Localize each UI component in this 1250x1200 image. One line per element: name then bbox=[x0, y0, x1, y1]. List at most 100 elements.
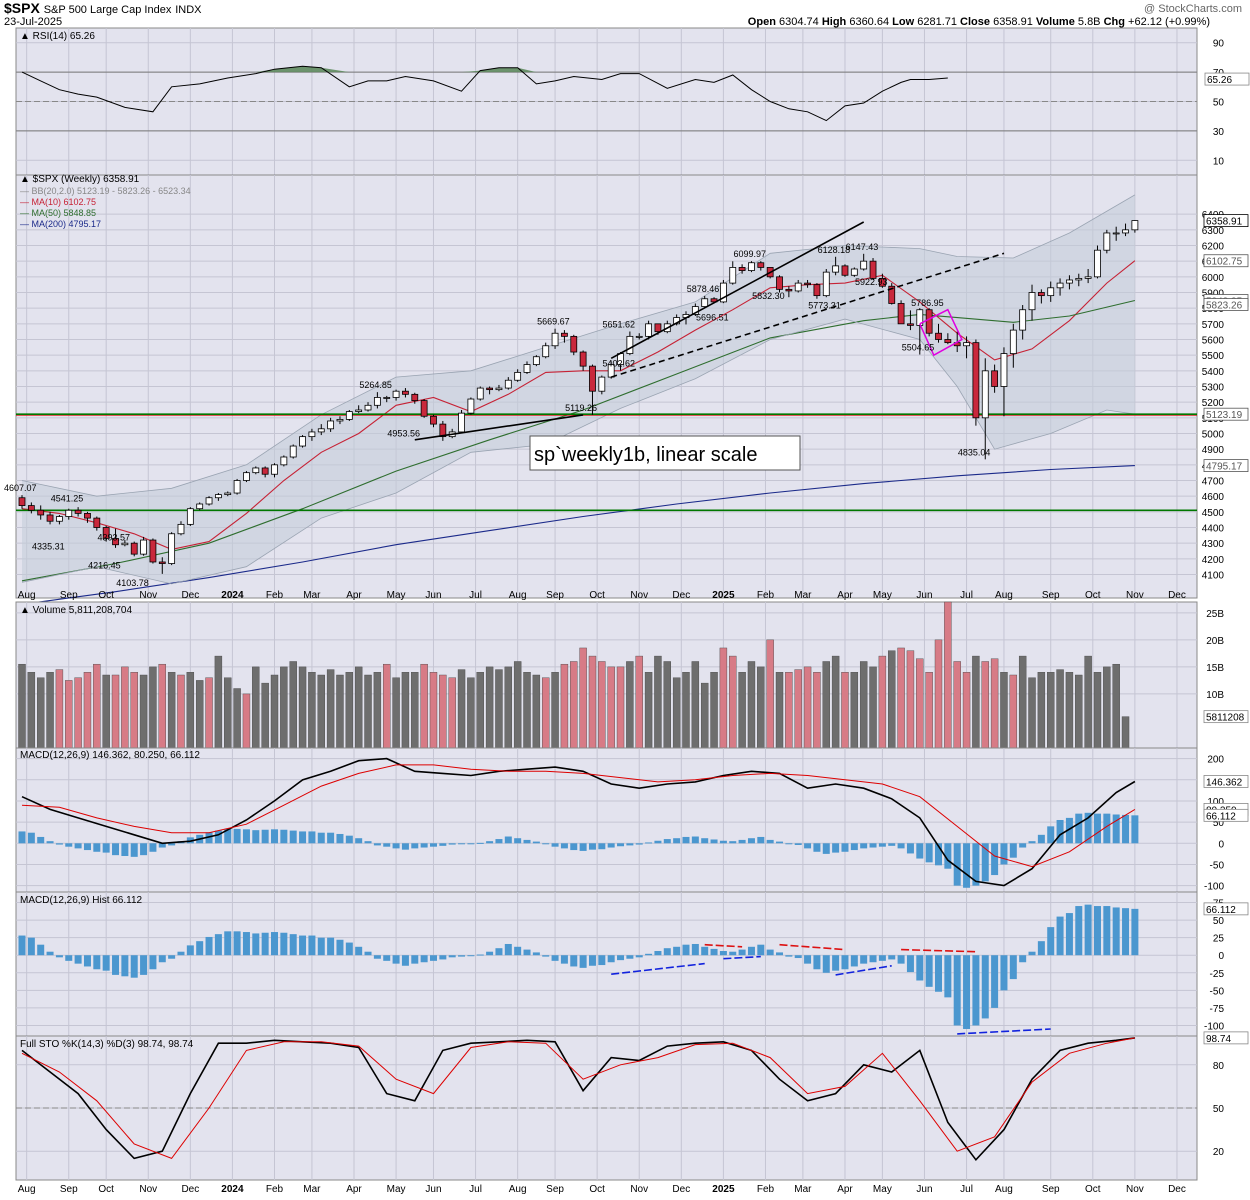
macd-hist-bar bbox=[841, 955, 849, 970]
candle-down bbox=[37, 509, 45, 516]
candle-up bbox=[1131, 220, 1139, 231]
macd-hist-bar bbox=[242, 932, 250, 956]
symbol-title: $SPX S&P 500 Large Cap Index INDX bbox=[4, 0, 202, 16]
candle-up bbox=[1094, 249, 1101, 278]
macd-histogram-bar bbox=[1037, 834, 1045, 844]
candle-up bbox=[495, 387, 503, 391]
volume-bar bbox=[1084, 655, 1092, 749]
candle-down bbox=[486, 387, 494, 391]
volume-bar bbox=[130, 672, 138, 749]
volume-bar bbox=[672, 677, 681, 749]
candle-down bbox=[972, 342, 980, 419]
candle-down bbox=[439, 423, 447, 438]
volume-bar bbox=[195, 680, 204, 749]
price-panel-tick-label: 4100 bbox=[1202, 571, 1225, 582]
macd-histogram-bar bbox=[906, 843, 914, 854]
candle-up bbox=[383, 397, 391, 399]
macd-histogram-bar bbox=[832, 843, 840, 853]
macd-histogram-bar bbox=[626, 843, 634, 846]
stochastic-panel-tick-label: 80 bbox=[1213, 1061, 1225, 1072]
candle-down bbox=[925, 309, 933, 334]
x-axis-label: Feb bbox=[757, 590, 775, 601]
volume-bar bbox=[616, 666, 625, 749]
macd-histogram-bar bbox=[542, 843, 550, 845]
macd-hist-bar bbox=[317, 937, 325, 956]
volume-legend: ▲ Volume 5,811,208,704 bbox=[20, 605, 132, 616]
volume-bar bbox=[364, 674, 372, 749]
macd-histogram-bar bbox=[934, 843, 942, 866]
stochastic-panel-tick-label: 20 bbox=[1213, 1147, 1225, 1158]
x-axis-label: Apr bbox=[837, 590, 853, 601]
volume-bar bbox=[65, 680, 73, 749]
price-last-value-box bbox=[1203, 214, 1249, 228]
macd-histogram-bar bbox=[289, 830, 297, 844]
macd-hist-bar bbox=[963, 955, 971, 1029]
macd-last-value-box bbox=[1203, 775, 1249, 788]
macd-histogram-bar bbox=[495, 839, 503, 844]
volume-bar bbox=[1047, 672, 1055, 749]
volume-bar bbox=[186, 672, 195, 749]
macd-histogram-bar bbox=[214, 830, 222, 844]
x-axis-label: Sep bbox=[546, 590, 564, 601]
stochastic-last-value-box bbox=[1203, 1031, 1249, 1045]
macd-hist-bar bbox=[953, 955, 961, 1026]
x-axis-label: Nov bbox=[630, 1184, 648, 1195]
macd-hist-bar bbox=[495, 948, 503, 956]
volume-bar bbox=[308, 672, 316, 749]
macd-hist-bar bbox=[1065, 913, 1073, 956]
price-last-value: 4795.17 bbox=[1206, 462, 1243, 473]
stochastic-series-pct-k bbox=[21, 1037, 1136, 1162]
macd-last-value-box bbox=[1203, 808, 1249, 822]
candle-up bbox=[850, 268, 858, 276]
macd-histogram-bar bbox=[551, 843, 559, 847]
candle-down bbox=[93, 517, 101, 528]
candle-down bbox=[579, 351, 587, 367]
volume-bar bbox=[158, 663, 166, 749]
x-axis-label: Aug bbox=[509, 1184, 527, 1195]
volume-bar bbox=[476, 672, 484, 749]
macd-hist-bar bbox=[1084, 904, 1092, 956]
macd-histogram-bar bbox=[1019, 843, 1027, 848]
macd-histogram-bar bbox=[327, 832, 335, 844]
x-axis-label: 2025 bbox=[712, 590, 735, 601]
volume-bar bbox=[607, 666, 615, 749]
macd-hist-bar bbox=[252, 933, 260, 956]
candle-up bbox=[140, 539, 147, 555]
price-annotation: 5878.46 bbox=[687, 284, 720, 294]
macd-panel-tick-label: 100 bbox=[1207, 797, 1224, 808]
macd-histogram-bar bbox=[701, 838, 709, 844]
candle-up bbox=[729, 267, 737, 284]
volume-bar bbox=[532, 674, 541, 749]
candle-down bbox=[785, 288, 793, 292]
volume-bar bbox=[850, 672, 859, 749]
candle-up bbox=[355, 409, 363, 412]
volume-bar bbox=[439, 674, 447, 749]
series-bb-lower bbox=[21, 318, 1135, 585]
candle-up bbox=[542, 345, 550, 358]
macd-histogram-bar bbox=[102, 843, 110, 853]
macd-histogram-bar bbox=[673, 838, 681, 844]
price-annotation: 5651.62 bbox=[603, 319, 636, 329]
macd-hist-bar bbox=[832, 955, 840, 971]
macd-hist-bar bbox=[1103, 906, 1111, 956]
volume-bar bbox=[598, 661, 606, 749]
candle-up bbox=[532, 356, 540, 365]
macd-histogram-bar bbox=[972, 843, 980, 886]
volume-bar bbox=[280, 666, 288, 749]
macd-hist-bar bbox=[719, 951, 727, 956]
volume-bar bbox=[37, 677, 45, 749]
volume-bar bbox=[822, 661, 830, 749]
price-panel-tick-label: 4400 bbox=[1202, 524, 1225, 535]
trendline-channel-upper bbox=[610, 221, 865, 360]
price-panel-tick-label: 5300 bbox=[1202, 383, 1225, 394]
macd-hist-bar bbox=[747, 946, 755, 956]
macd-hist-bar bbox=[65, 955, 73, 961]
x-axis-label: Oct bbox=[98, 1184, 114, 1195]
price-panel-tick-label: 4700 bbox=[1202, 477, 1225, 488]
volume-bar bbox=[205, 677, 213, 749]
x-axis-label: Feb bbox=[266, 1184, 284, 1195]
volume-bar bbox=[1065, 672, 1074, 749]
candle-up bbox=[1084, 276, 1092, 279]
macd-histogram-bar bbox=[37, 836, 45, 844]
macd-histogram-bar bbox=[1103, 813, 1111, 844]
